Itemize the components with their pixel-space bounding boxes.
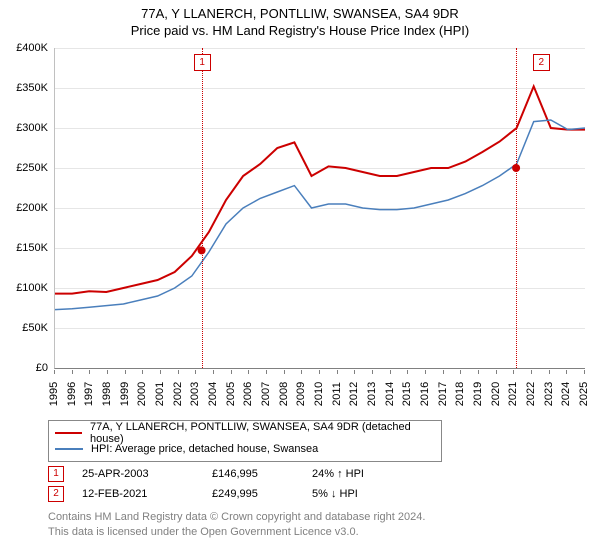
x-axis-labels: 1995199619971998199920002001200220032004… — [54, 370, 584, 414]
series-svg — [55, 48, 585, 368]
x-tick-label: 2015 — [401, 382, 413, 406]
legend-swatch-1 — [55, 448, 83, 450]
y-tick-label: £300K — [16, 122, 48, 134]
transaction-row: 1 25-APR-2003 £146,995 24% ↑ HPI — [48, 464, 412, 484]
x-tick-label: 2000 — [136, 382, 148, 406]
x-tick-label: 2019 — [472, 382, 484, 406]
transaction-date: 25-APR-2003 — [82, 468, 212, 480]
transaction-marker: 2 — [48, 486, 64, 502]
y-tick-label: £50K — [22, 322, 48, 334]
x-tick-label: 2010 — [313, 382, 325, 406]
transaction-diff: 24% ↑ HPI — [312, 468, 412, 480]
transactions: 1 25-APR-2003 £146,995 24% ↑ HPI 2 12-FE… — [48, 464, 412, 504]
event-marker-box: 2 — [533, 54, 550, 71]
x-tick-label: 2012 — [348, 382, 360, 406]
y-axis-labels: £0£50K£100K£150K£200K£250K£300K£350K£400… — [8, 48, 52, 368]
series-line — [55, 120, 585, 310]
x-tick-label: 2001 — [154, 382, 166, 406]
legend: 77A, Y LLANERCH, PONTLLIW, SWANSEA, SA4 … — [48, 420, 442, 462]
footer: Contains HM Land Registry data © Crown c… — [48, 510, 425, 540]
x-tick-label: 2013 — [366, 382, 378, 406]
y-tick-label: £150K — [16, 242, 48, 254]
x-tick-label: 2018 — [454, 382, 466, 406]
series-line — [55, 86, 585, 293]
transaction-date: 12-FEB-2021 — [82, 488, 212, 500]
y-tick-label: £400K — [16, 42, 48, 54]
transaction-price: £249,995 — [212, 488, 312, 500]
plot-area: 12 — [54, 48, 585, 369]
y-tick-label: £100K — [16, 282, 48, 294]
x-tick-label: 2021 — [507, 382, 519, 406]
transaction-diff: 5% ↓ HPI — [312, 488, 412, 500]
y-tick-label: £350K — [16, 82, 48, 94]
y-tick-label: £0 — [36, 362, 48, 374]
footer-line-2: This data is licensed under the Open Gov… — [48, 525, 425, 540]
y-tick-label: £250K — [16, 162, 48, 174]
x-tick-label: 2020 — [490, 382, 502, 406]
x-tick-label: 1996 — [66, 382, 78, 406]
x-tick-label: 2024 — [560, 382, 572, 406]
chart-title-1: 77A, Y LLANERCH, PONTLLIW, SWANSEA, SA4 … — [0, 6, 600, 21]
x-tick-label: 2011 — [331, 382, 343, 406]
footer-line-1: Contains HM Land Registry data © Crown c… — [48, 510, 425, 525]
legend-label-1: HPI: Average price, detached house, Swan… — [91, 443, 318, 455]
x-tick-label: 1997 — [83, 382, 95, 406]
x-tick-label: 2025 — [578, 382, 590, 406]
x-tick-label: 2022 — [525, 382, 537, 406]
x-tick-label: 2007 — [260, 382, 272, 406]
transaction-marker: 1 — [48, 466, 64, 482]
transaction-row: 2 12-FEB-2021 £249,995 5% ↓ HPI — [48, 484, 412, 504]
event-vline — [202, 48, 203, 368]
x-tick-label: 2003 — [189, 382, 201, 406]
x-tick-label: 2005 — [225, 382, 237, 406]
y-tick-label: £200K — [16, 202, 48, 214]
legend-label-0: 77A, Y LLANERCH, PONTLLIW, SWANSEA, SA4 … — [90, 421, 435, 445]
chart-area: £0 £50K £100K £150K £200K £250K £300K £350K £400… — [8, 44, 592, 414]
x-tick-label: 2009 — [295, 382, 307, 406]
x-tick-label: 1995 — [48, 382, 60, 406]
x-tick-label: 2004 — [207, 382, 219, 406]
x-tick-label: 2016 — [419, 382, 431, 406]
event-vline — [516, 48, 517, 368]
x-tick-label: 2023 — [543, 382, 555, 406]
x-tick-label: 2002 — [172, 382, 184, 406]
chart-title-2: Price paid vs. HM Land Registry's House … — [0, 23, 600, 38]
event-marker-box: 1 — [194, 54, 211, 71]
x-tick-label: 1998 — [101, 382, 113, 406]
x-tick-label: 1999 — [119, 382, 131, 406]
legend-swatch-0 — [55, 432, 82, 434]
x-tick-label: 2008 — [278, 382, 290, 406]
transaction-price: £146,995 — [212, 468, 312, 480]
x-tick-label: 2006 — [242, 382, 254, 406]
x-tick-label: 2014 — [384, 382, 396, 406]
x-tick-label: 2017 — [437, 382, 449, 406]
